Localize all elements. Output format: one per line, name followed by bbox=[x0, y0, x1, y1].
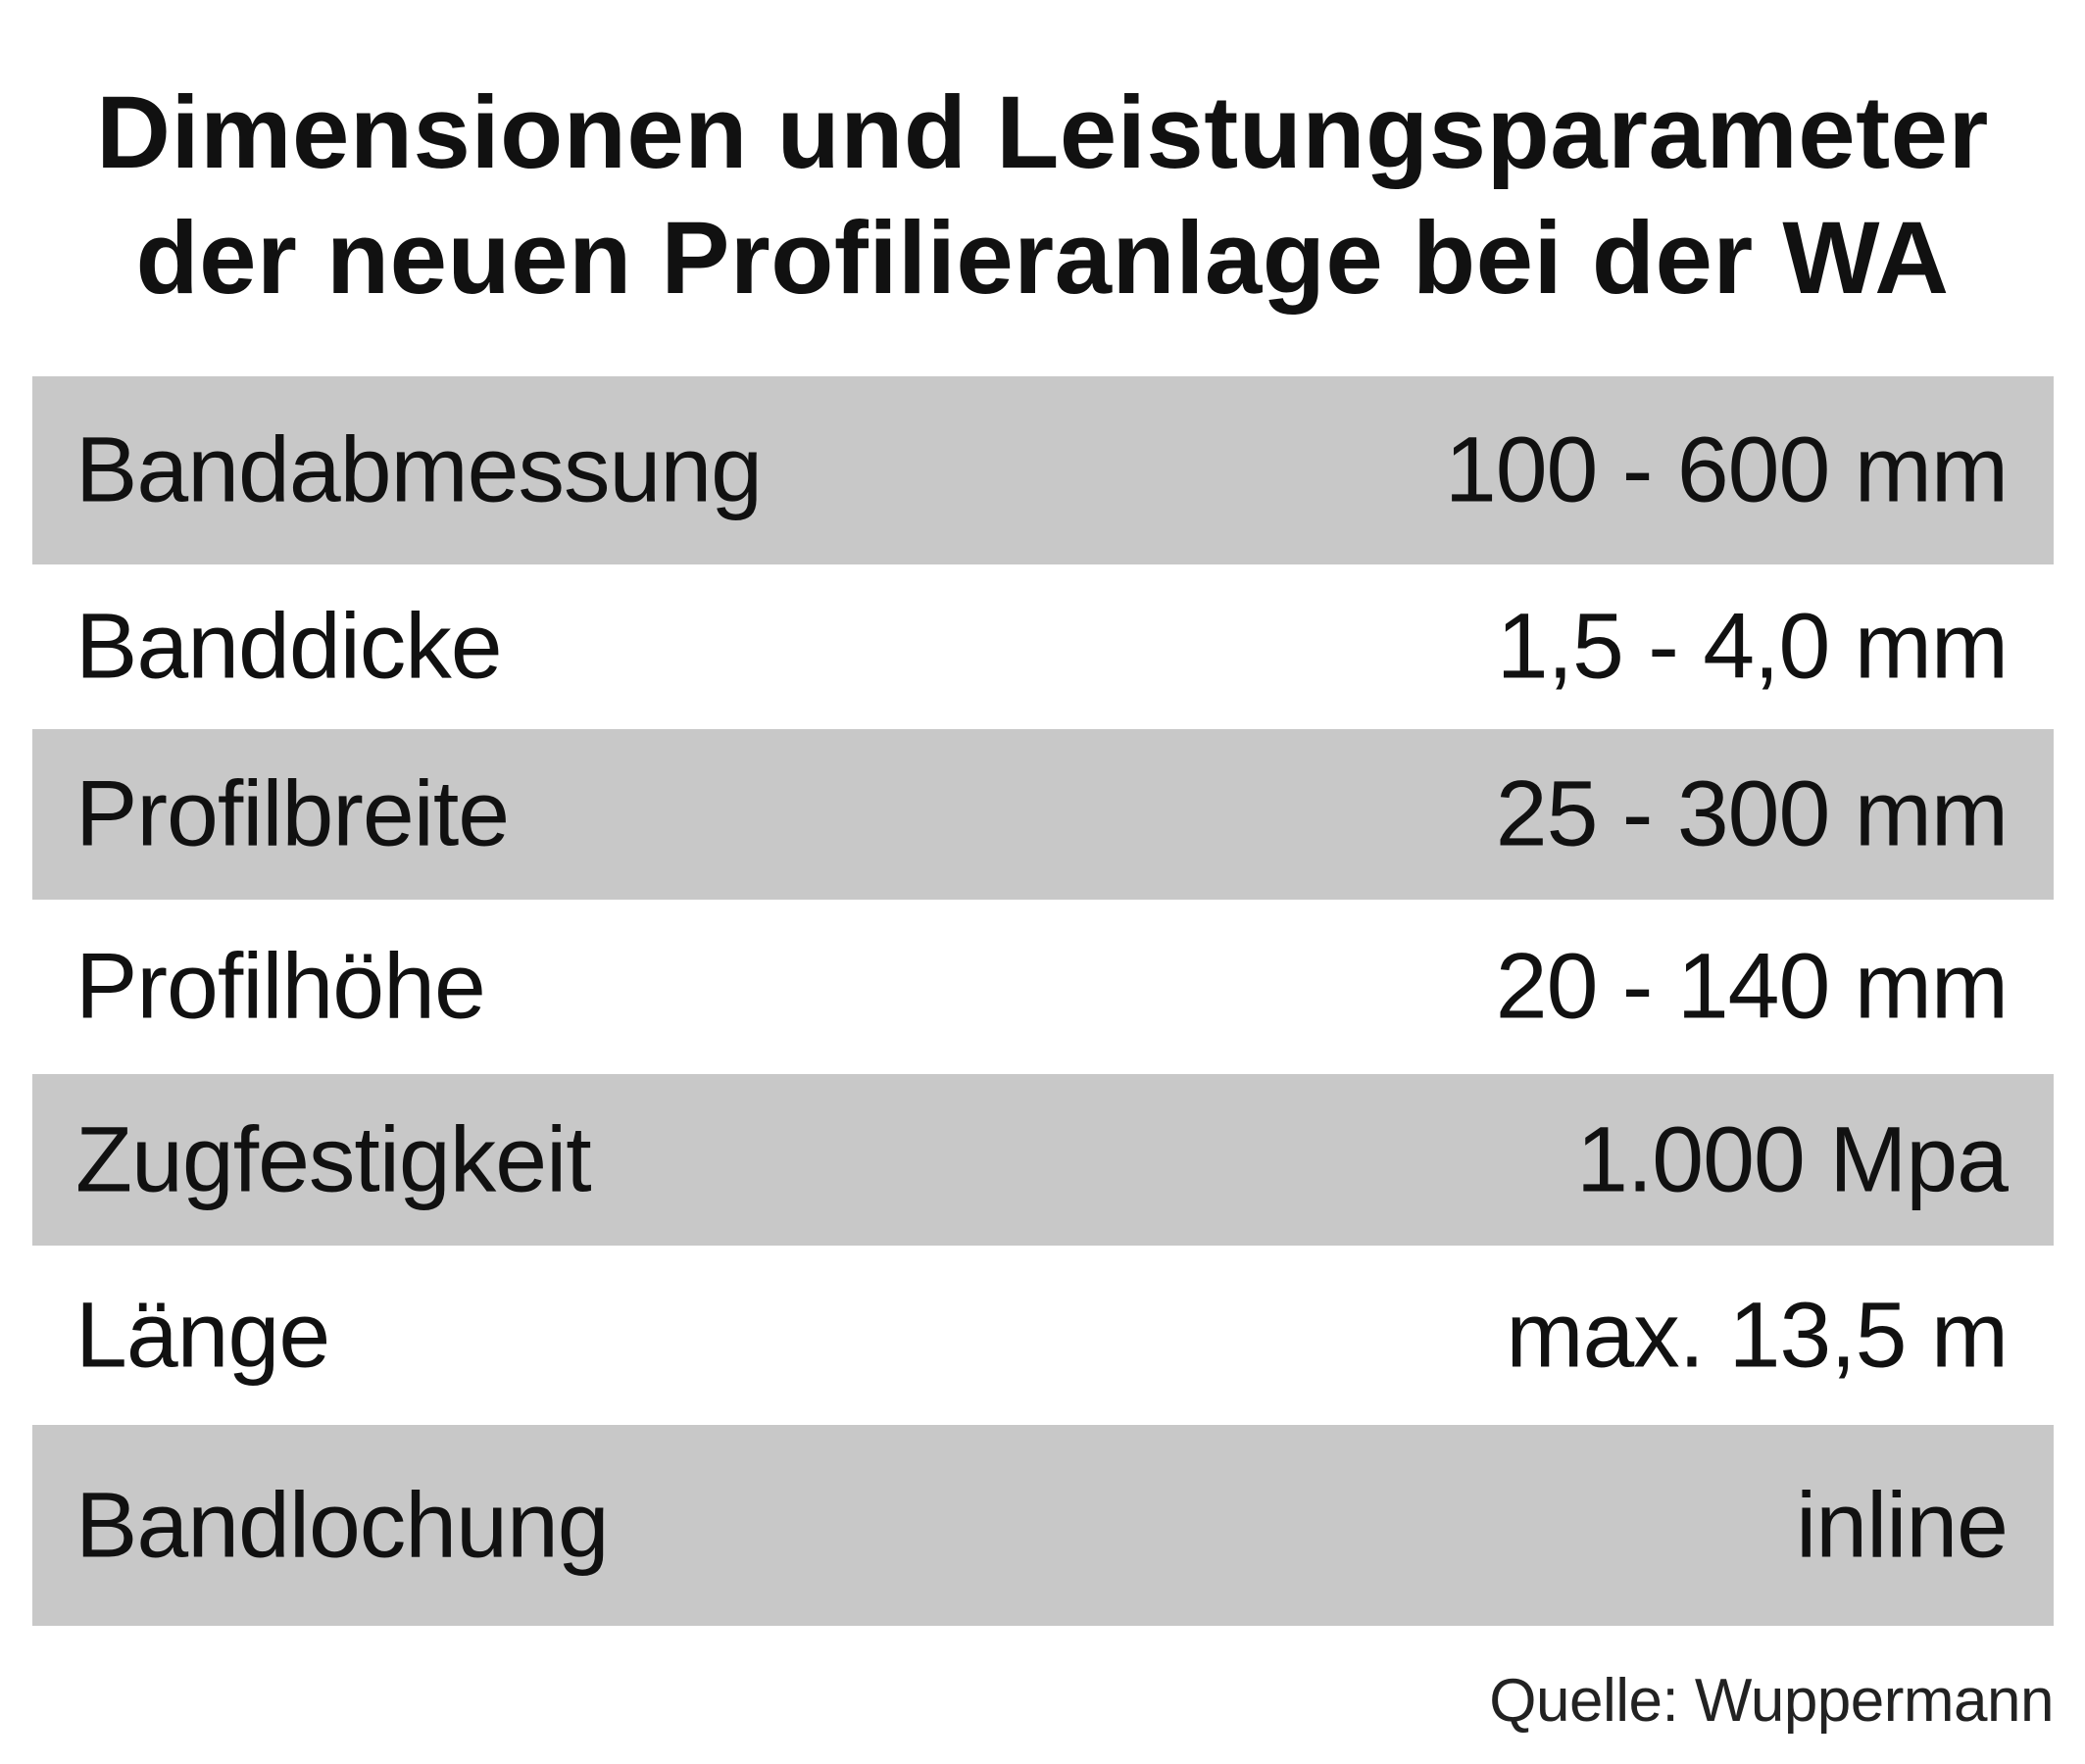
row-value: max. 13,5 m bbox=[1506, 1283, 2009, 1387]
row-value: 25 - 300 mm bbox=[1495, 761, 2009, 866]
table-row-bandlochung: Bandlochung inline bbox=[32, 1425, 2054, 1626]
row-label: Zugfestigkeit bbox=[75, 1107, 592, 1211]
table-row-bandabmessung: Bandabmessung 100 - 600 mm bbox=[32, 376, 2054, 564]
table-row-profilhoehe: Profilhöhe 20 - 140 mm bbox=[32, 900, 2054, 1074]
row-label: Profilhöhe bbox=[75, 934, 486, 1039]
row-label: Bandabmessung bbox=[75, 417, 763, 522]
row-value: 1.000 Mpa bbox=[1576, 1107, 2009, 1211]
row-label: Länge bbox=[75, 1283, 330, 1387]
row-label: Profilbreite bbox=[75, 761, 510, 866]
title-line-1: Dimensionen und Leistungsparameter bbox=[96, 75, 1989, 190]
row-label: Banddicke bbox=[75, 594, 503, 699]
row-label: Bandlochung bbox=[75, 1473, 610, 1577]
table-row-zugfestigkeit: Zugfestigkeit 1.000 Mpa bbox=[32, 1074, 2054, 1246]
row-value: inline bbox=[1796, 1473, 2009, 1577]
source-credit: Quelle: Wuppermann bbox=[1489, 1667, 2054, 1735]
row-value: 1,5 - 4,0 mm bbox=[1496, 594, 2009, 699]
row-value: 100 - 600 mm bbox=[1444, 417, 2009, 522]
parameter-table: Bandabmessung 100 - 600 mm Banddicke 1,5… bbox=[32, 376, 2054, 1626]
table-row-profilbreite: Profilbreite 25 - 300 mm bbox=[32, 729, 2054, 900]
title-line-2: der neuen Profilieranlage bei der WA bbox=[135, 201, 1950, 316]
row-value: 20 - 140 mm bbox=[1495, 934, 2009, 1039]
page-title: Dimensionen und Leistungsparameter der n… bbox=[0, 71, 2085, 321]
table-row-banddicke: Banddicke 1,5 - 4,0 mm bbox=[32, 564, 2054, 729]
table-row-laenge: Länge max. 13,5 m bbox=[32, 1246, 2054, 1425]
